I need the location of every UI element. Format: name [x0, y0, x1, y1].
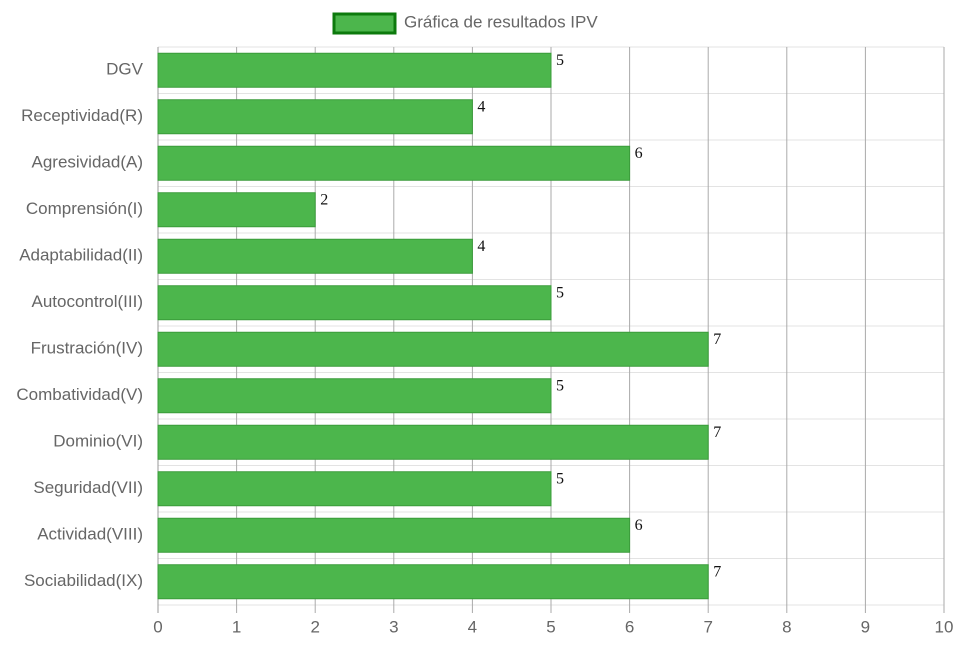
bar: [157, 424, 709, 460]
x-tick-label: 1: [232, 617, 241, 636]
value-label: 5: [556, 377, 564, 394]
bar: [157, 331, 709, 367]
y-tick-label: Receptividad(R): [21, 106, 143, 125]
y-tick-label: Sociabilidad(IX): [24, 571, 143, 590]
value-label: 6: [635, 517, 643, 534]
bar: [157, 238, 473, 274]
bar: [157, 378, 552, 414]
x-tick-label: 2: [310, 617, 319, 636]
value-label: 7: [713, 331, 721, 348]
y-tick-label: Comprensión(I): [26, 199, 143, 218]
value-label: 7: [713, 424, 721, 441]
x-tick-label: 6: [625, 617, 634, 636]
bar: [157, 564, 709, 600]
bar: [157, 285, 552, 321]
x-tick-label: 10: [935, 617, 954, 636]
y-tick-label: Dominio(VI): [53, 432, 143, 451]
x-tick-label: 0: [153, 617, 162, 636]
y-tick-label: DGV: [106, 60, 144, 79]
bar: [157, 517, 631, 553]
value-label: 5: [556, 470, 564, 487]
y-tick-label: Autocontrol(III): [32, 292, 144, 311]
y-tick-label: Adaptabilidad(II): [19, 246, 143, 265]
value-label: 4: [477, 238, 485, 255]
bar: [157, 192, 316, 228]
value-label: 5: [556, 284, 564, 301]
y-tick-label: Actividad(VIII): [37, 525, 143, 544]
y-tick-label: Agresividad(A): [32, 153, 144, 172]
y-tick-label: Combatividad(V): [16, 385, 143, 404]
bar: [157, 52, 552, 88]
x-tick-label: 5: [546, 617, 555, 636]
y-tick-label: Frustración(IV): [31, 339, 143, 358]
value-label: 4: [477, 98, 485, 115]
x-tick-label: 4: [468, 617, 477, 636]
bar: [157, 471, 552, 507]
legend-label: Gráfica de resultados IPV: [404, 12, 598, 31]
x-tick-label: 7: [703, 617, 712, 636]
legend-swatch: [332, 12, 397, 35]
y-tick-label: Seguridad(VII): [33, 478, 143, 497]
bar: [157, 99, 473, 135]
value-label: 5: [556, 52, 564, 69]
x-tick-label: 8: [782, 617, 791, 636]
x-tick-label: 9: [861, 617, 870, 636]
value-label: 2: [320, 191, 328, 208]
value-label: 7: [713, 563, 721, 580]
bar: [157, 145, 631, 181]
x-tick-label: 3: [389, 617, 398, 636]
value-label: 6: [635, 145, 643, 162]
